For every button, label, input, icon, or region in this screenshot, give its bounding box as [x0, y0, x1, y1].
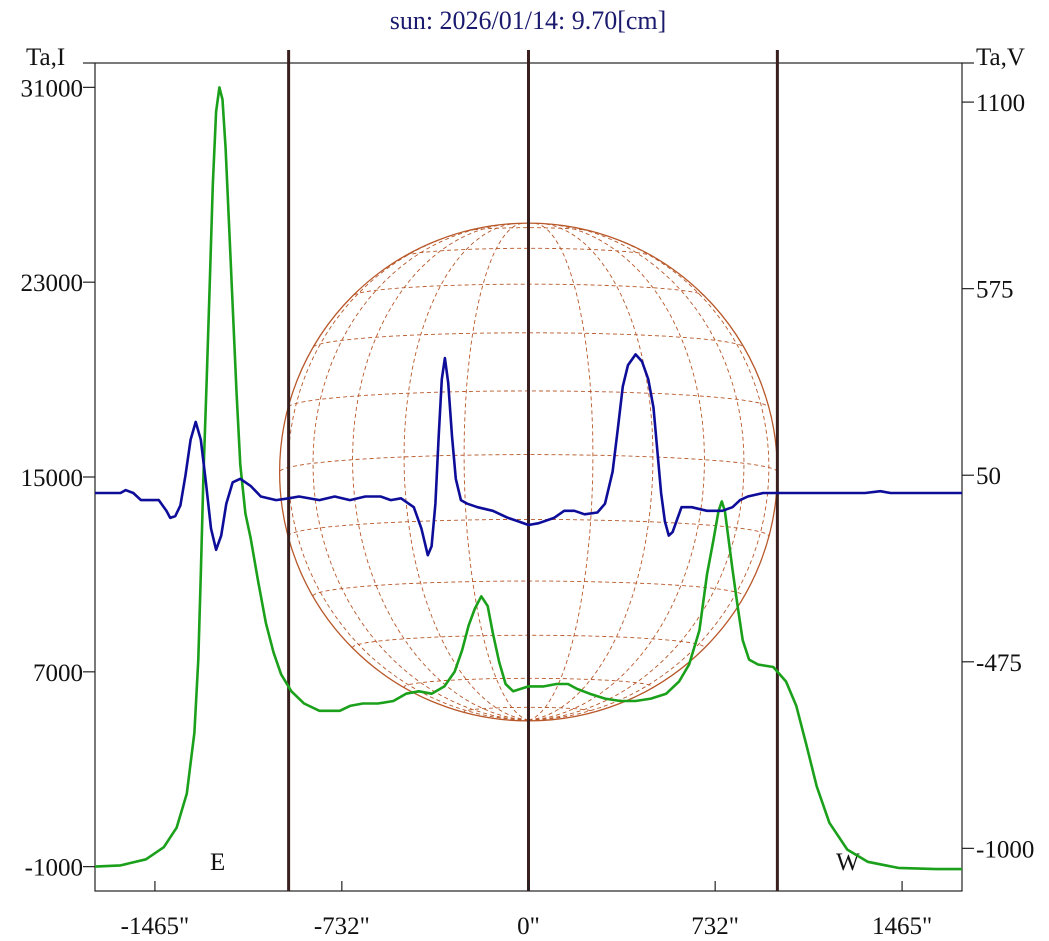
longitude-line: [528, 223, 654, 721]
latitude-line: [312, 332, 745, 348]
chart-title: sun: 2026/01/14: 9.70[cm]: [390, 6, 667, 35]
latitude-line: [405, 247, 652, 257]
x-tick-label: -732": [314, 913, 370, 940]
series-lines: [94, 86, 962, 871]
y-left-tick-label: 15000: [21, 465, 84, 492]
limb-label: E: [210, 849, 225, 876]
longitude-line: [528, 223, 705, 721]
series-line: [95, 353, 962, 557]
latitude-line: [463, 706, 594, 714]
y-left-tick-label: -1000: [25, 855, 83, 882]
series-line: [94, 86, 962, 871]
y-left-tick-label: 23000: [21, 270, 84, 297]
longitude-line: [463, 222, 529, 721]
x-tick-label: 732": [691, 913, 739, 940]
longitude-line: [403, 223, 529, 721]
left-axis-label: Ta,I: [26, 44, 65, 71]
x-tick-label: 1465": [872, 913, 932, 940]
longitude-line: [528, 234, 770, 721]
y-left-tick-label: 7000: [33, 660, 83, 687]
y-right-tick-label: 575: [976, 277, 1014, 304]
y-right-tick-label: 1100: [976, 90, 1025, 117]
longitude-line: [352, 223, 529, 721]
limb-label: W: [836, 849, 860, 876]
y-right-tick-label: 50: [976, 463, 1001, 490]
x-tick-label: 0": [517, 913, 540, 940]
right-axis-label: Ta,V: [976, 44, 1025, 71]
y-right-tick-label: -1000: [976, 836, 1034, 863]
axis-ticks: -1465" -732" 0" 732" 1465" 31000 23000 15000 700…: [21, 62, 1034, 940]
y-left-tick-label: 31000: [21, 75, 84, 102]
y-right-tick-label: -475: [976, 650, 1022, 677]
x-tick-label: -1465": [121, 913, 190, 940]
longitude-line: [528, 222, 594, 721]
